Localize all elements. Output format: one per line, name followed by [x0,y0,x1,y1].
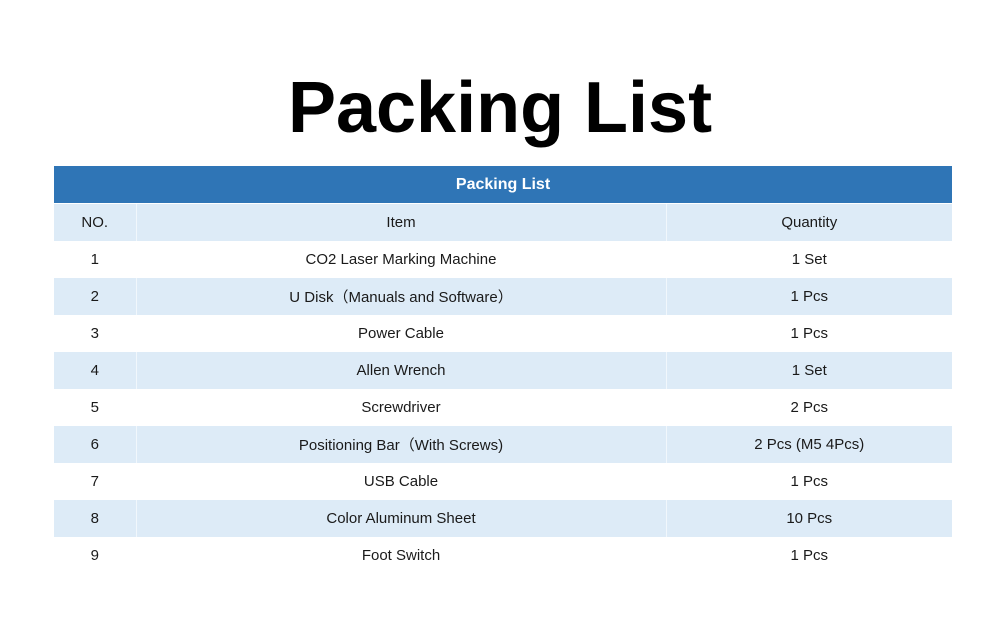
table-caption: Packing List [54,166,953,204]
row-number: 3 [54,315,136,352]
table-row: 9 Foot Switch 1 Pcs [54,537,953,574]
row-quantity: 2 Pcs [665,389,953,426]
row-number: 1 [54,241,136,278]
row-item: CO2 Laser Marking Machine [135,241,666,278]
row-item: Color Aluminum Sheet [135,500,666,537]
row-item: Power Cable [135,315,666,352]
row-quantity: 1 Pcs [665,315,953,352]
row-number: 8 [54,500,136,537]
column-header-quantity: Quantity [665,203,953,241]
page-title: Packing List [287,68,713,149]
packing-list-table: Packing List NO. Item Quantity 1 CO2 Las… [54,166,953,574]
table-row: 8 Color Aluminum Sheet 10 Pcs [54,500,953,537]
row-quantity: 1 Set [665,241,953,278]
row-quantity: 1 Pcs [665,537,953,574]
row-item: Screwdriver [135,389,666,426]
row-number: 7 [54,463,136,500]
row-quantity: 2 Pcs (M5 4Pcs) [665,426,953,463]
table-row: 6 Positioning Bar（With Screws) 2 Pcs (M5… [54,426,953,463]
column-header-no: NO. [54,203,136,241]
table-row: 1 CO2 Laser Marking Machine 1 Set [54,241,953,278]
row-number: 6 [54,426,136,463]
column-header-item: Item [135,203,666,241]
row-number: 9 [54,537,136,574]
table-row: 3 Power Cable 1 Pcs [54,315,953,352]
table-row: 2 U Disk（Manuals and Software） 1 Pcs [54,278,953,315]
row-number: 5 [54,389,136,426]
row-quantity: 10 Pcs [665,500,953,537]
table-caption-row: Packing List [54,166,953,204]
row-number: 4 [54,352,136,389]
table-row: 5 Screwdriver 2 Pcs [54,389,953,426]
row-item: Positioning Bar（With Screws) [135,426,666,463]
row-item: Foot Switch [135,537,666,574]
row-item: U Disk（Manuals and Software） [135,278,666,315]
table-row: 7 USB Cable 1 Pcs [54,463,953,500]
row-quantity: 1 Pcs [665,278,953,315]
row-item: USB Cable [135,463,666,500]
row-number: 2 [54,278,136,315]
row-item: Allen Wrench [135,352,666,389]
table-header-row: NO. Item Quantity [54,203,953,241]
row-quantity: 1 Set [665,352,953,389]
row-quantity: 1 Pcs [665,463,953,500]
table-row: 4 Allen Wrench 1 Set [54,352,953,389]
